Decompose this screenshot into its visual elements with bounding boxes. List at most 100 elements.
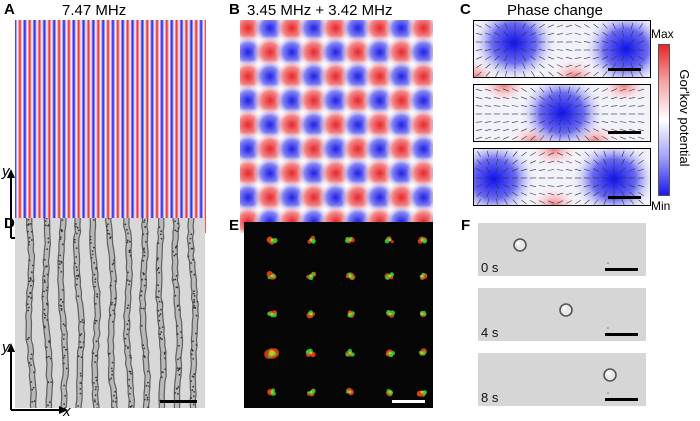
force-arrow <box>603 191 607 197</box>
force-arrow <box>592 128 600 132</box>
force-arrow <box>502 96 510 100</box>
force-arrow <box>556 160 564 164</box>
force-arrow <box>629 151 635 157</box>
force-arrow <box>592 105 600 107</box>
force-arrow <box>637 40 645 44</box>
force-arrow <box>556 185 564 187</box>
potential-minimum <box>582 21 650 77</box>
force-arrow <box>547 169 555 171</box>
force-arrow <box>567 126 571 134</box>
force-arrow <box>611 55 617 61</box>
force-arrow <box>622 30 624 38</box>
force-arrow <box>565 24 573 28</box>
force-arrow <box>548 104 554 108</box>
cell-cluster <box>418 348 427 356</box>
force-arrow <box>511 184 519 188</box>
force-arrow <box>512 136 518 140</box>
force-arrow <box>628 88 636 92</box>
force-arrow <box>558 102 562 110</box>
force-arrow <box>628 136 636 140</box>
force-arrow <box>504 22 508 30</box>
panel-c-scale-bar-2 <box>608 131 641 134</box>
force-arrow <box>629 191 635 197</box>
force-arrow <box>496 190 498 198</box>
colorbar-title: Gor'kov potential <box>677 69 692 167</box>
stripe-period <box>32 20 42 233</box>
potential-minimum <box>428 64 433 89</box>
force-arrow <box>495 166 499 174</box>
force-arrow <box>512 151 518 157</box>
force-arrow <box>496 158 498 166</box>
force-arrow <box>475 24 483 28</box>
force-arrow <box>584 72 590 76</box>
force-arrow <box>610 88 618 92</box>
force-arrow <box>584 127 590 133</box>
stripe-period <box>120 20 131 233</box>
force-arrow <box>514 30 516 38</box>
force-arrow <box>485 71 491 77</box>
force-arrow <box>539 24 545 28</box>
panel-b-title: 3.45 MHz + 3.42 MHz <box>247 2 393 19</box>
force-arrow <box>484 177 492 179</box>
force-arrow <box>602 23 608 29</box>
force-arrow <box>592 56 600 60</box>
force-arrow <box>638 160 644 164</box>
force-arrow <box>475 121 483 123</box>
stripe-period <box>198 20 206 233</box>
force-arrow <box>637 97 645 99</box>
force-arrow <box>630 22 634 30</box>
force-arrow <box>484 97 492 99</box>
force-arrow <box>539 87 545 93</box>
force-arrow <box>475 88 483 92</box>
force-arrow <box>622 22 624 30</box>
force-arrow <box>493 97 501 99</box>
force-arrow <box>538 192 546 196</box>
force-arrow <box>538 32 546 36</box>
stripe-period <box>149 20 160 233</box>
force-arrow <box>559 118 561 126</box>
potential-maximum <box>598 85 650 105</box>
force-arrow <box>475 105 483 107</box>
force-arrow <box>529 32 537 36</box>
force-arrow <box>511 121 519 123</box>
force-arrow <box>575 120 581 124</box>
force-arrow <box>495 71 499 77</box>
force-arrow <box>520 185 528 187</box>
force-arrow <box>619 136 627 140</box>
force-arrow <box>502 177 510 179</box>
force-arrow <box>477 151 481 157</box>
force-arrow <box>610 136 618 140</box>
force-arrow <box>622 70 624 77</box>
force-arrow <box>556 49 564 51</box>
force-arrow <box>556 24 564 28</box>
force-arrow <box>584 192 590 196</box>
force-arrow <box>601 128 609 132</box>
force-arrow <box>511 168 519 172</box>
stripe-period <box>90 20 101 233</box>
force-arrow <box>593 23 599 29</box>
force-arrow <box>610 121 618 123</box>
force-arrow <box>538 200 546 204</box>
cell-cluster <box>306 310 316 319</box>
force-arrow <box>628 97 636 99</box>
force-arrow <box>637 121 645 123</box>
potential-maximum <box>428 137 433 161</box>
cell-cluster <box>416 390 427 397</box>
force-arrow <box>549 127 553 133</box>
force-arrow <box>494 23 500 29</box>
force-arrow <box>547 152 555 156</box>
force-arrow <box>539 135 545 141</box>
force-arrow <box>621 38 625 46</box>
force-arrow <box>638 31 644 37</box>
force-arrow <box>494 63 500 69</box>
force-arrow <box>619 96 627 100</box>
particle-line <box>122 218 136 408</box>
force-arrow <box>556 169 564 171</box>
force-arrow <box>547 24 555 28</box>
force-arrow <box>504 199 508 205</box>
force-arrow <box>593 64 599 68</box>
force-arrow <box>566 152 572 156</box>
force-arrow <box>538 169 546 171</box>
potential-minimum <box>570 149 650 205</box>
force-arrow <box>593 191 599 197</box>
